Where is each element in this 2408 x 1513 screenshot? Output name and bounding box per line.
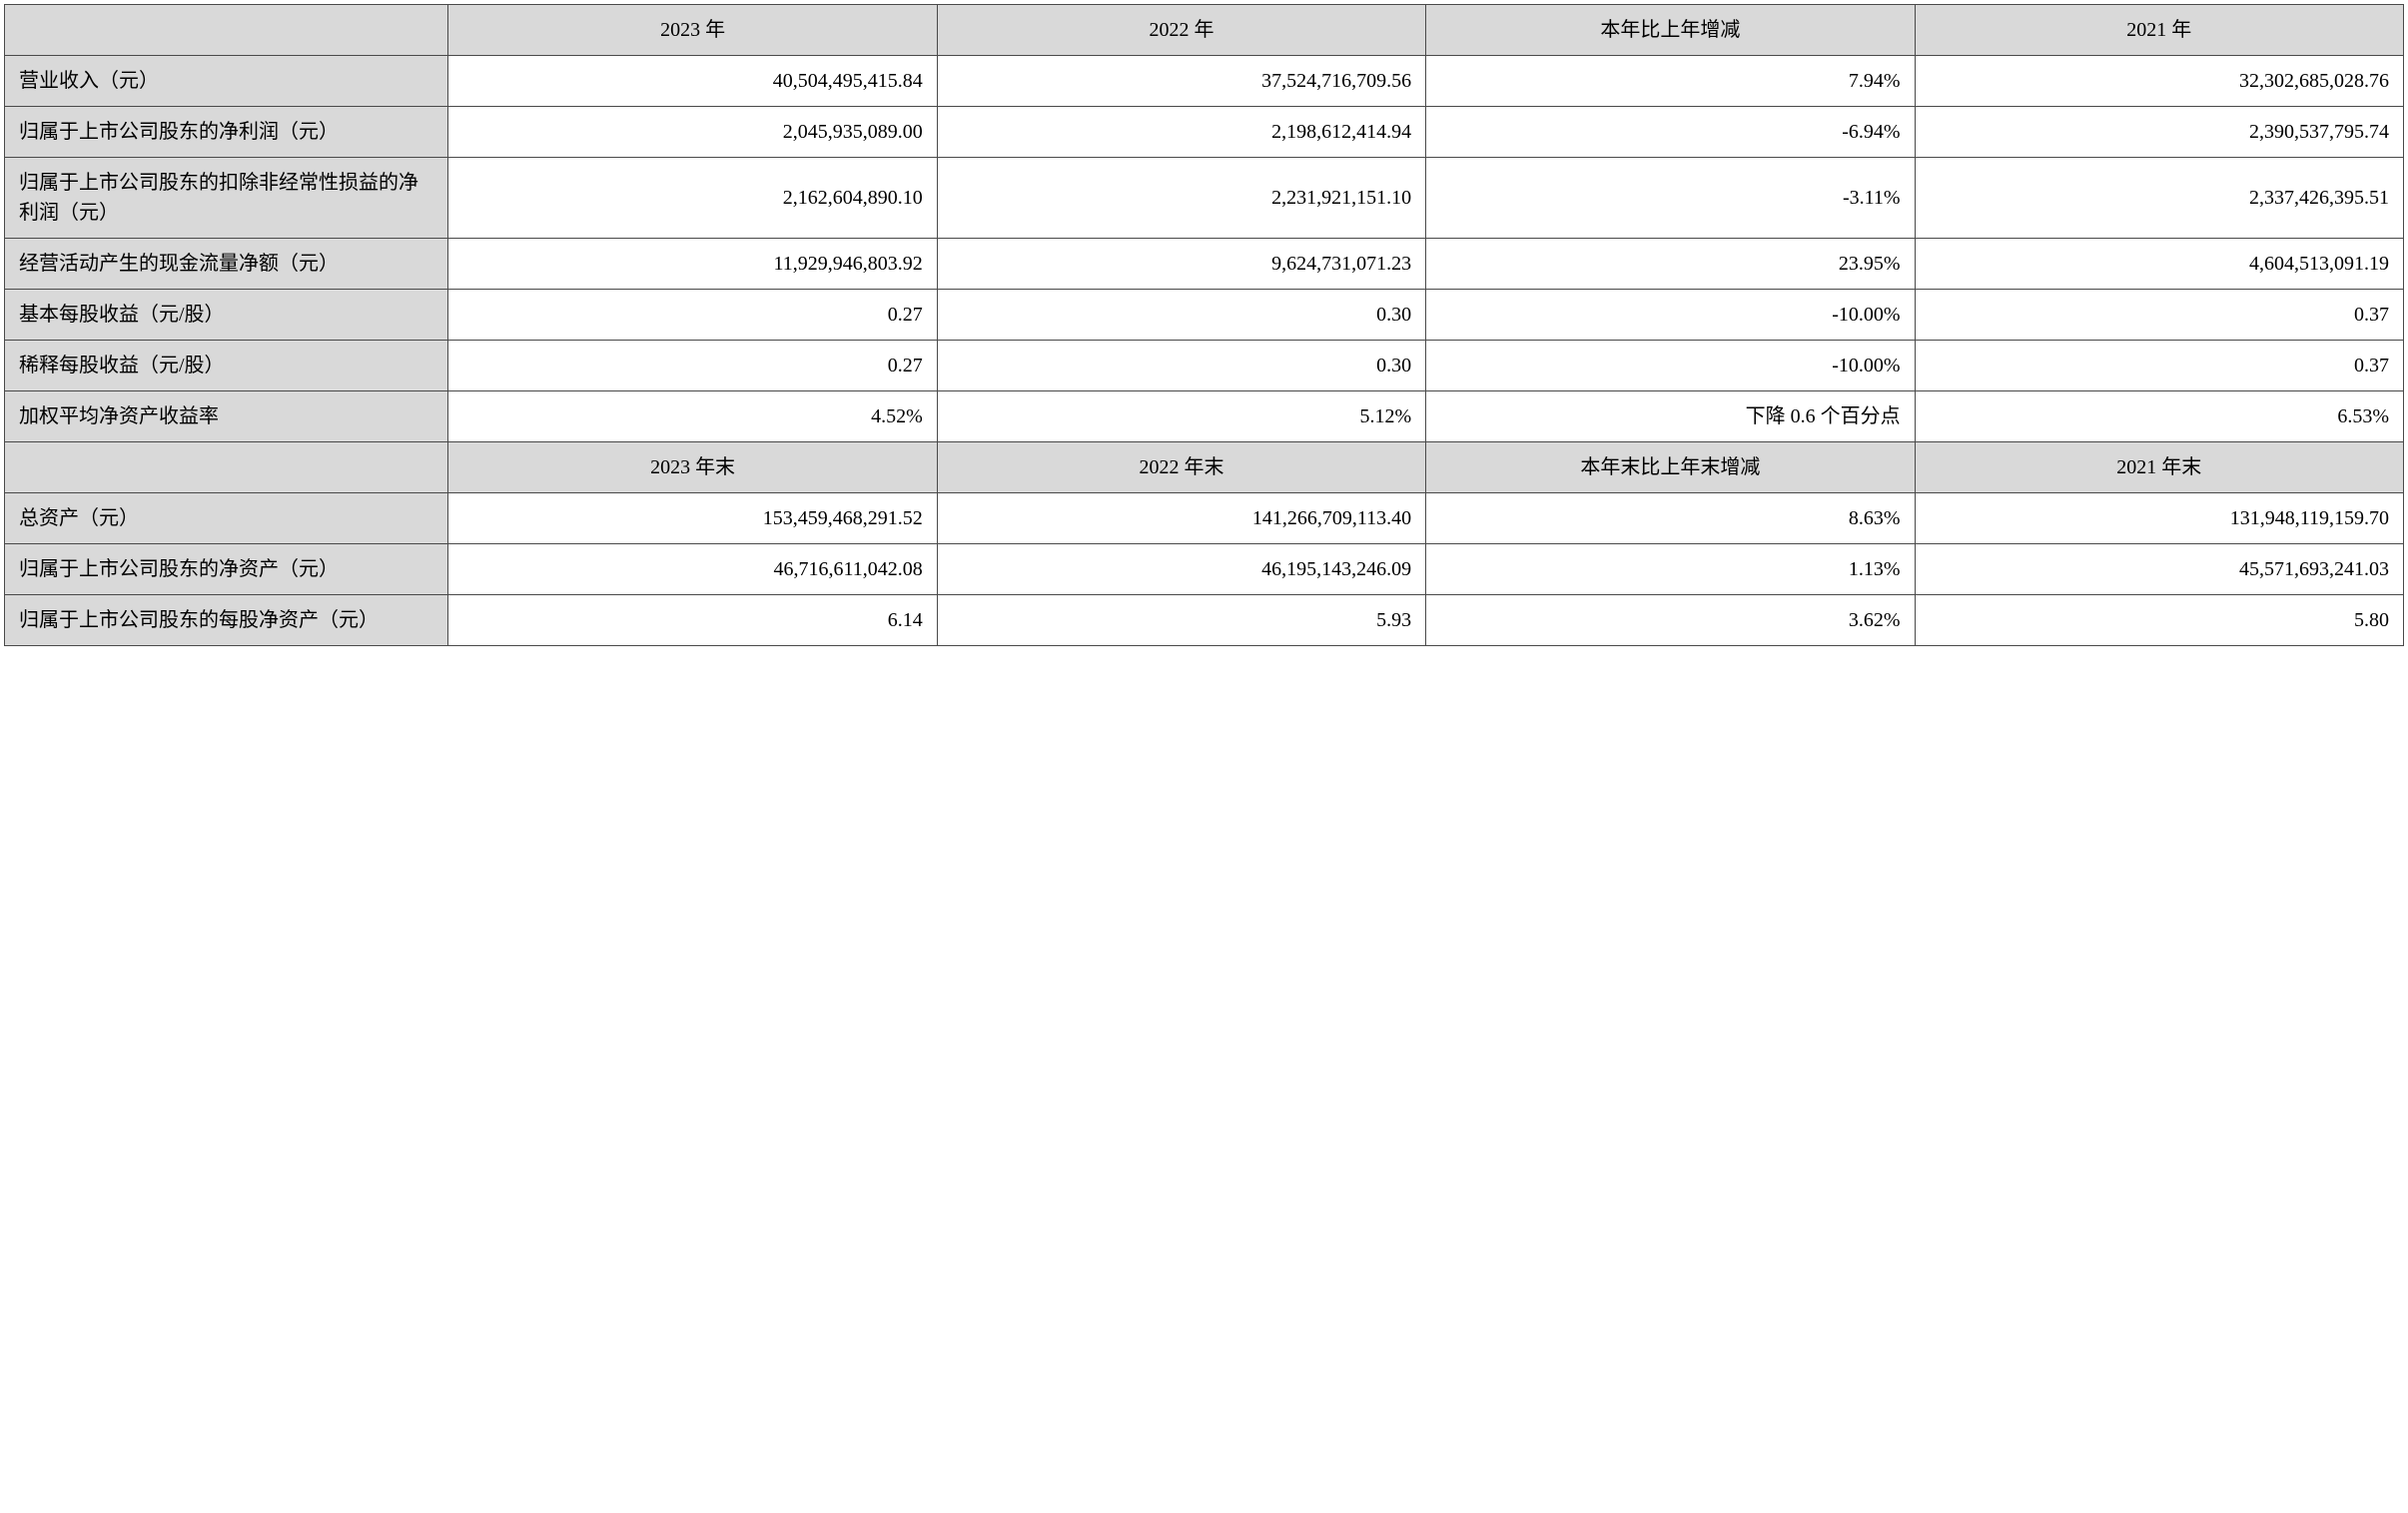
table-row: 归属于上市公司股东的每股净资产（元） 6.14 5.93 3.62% 5.80 [5, 595, 2404, 646]
cell-value: 0.37 [1915, 341, 2403, 391]
cell-value: 2,198,612,414.94 [937, 107, 1425, 158]
row-label: 加权平均净资产收益率 [5, 391, 448, 442]
cell-value: 5.80 [1915, 595, 2403, 646]
cell-value: 5.12% [937, 391, 1425, 442]
cell-value: 3.62% [1426, 595, 1915, 646]
cell-value: 下降 0.6 个百分点 [1426, 391, 1915, 442]
cell-value: -6.94% [1426, 107, 1915, 158]
cell-value: 6.14 [448, 595, 937, 646]
cell-value: 7.94% [1426, 56, 1915, 107]
header-2023: 2023 年 [448, 5, 937, 56]
cell-value: 46,716,611,042.08 [448, 544, 937, 595]
row-label: 经营活动产生的现金流量净额（元） [5, 239, 448, 290]
header-2022: 2022 年 [937, 5, 1425, 56]
cell-value: 9,624,731,071.23 [937, 239, 1425, 290]
cell-value: 46,195,143,246.09 [937, 544, 1425, 595]
cell-value: 45,571,693,241.03 [1915, 544, 2403, 595]
cell-value: -10.00% [1426, 341, 1915, 391]
table-row: 营业收入（元） 40,504,495,415.84 37,524,716,709… [5, 56, 2404, 107]
table-row: 归属于上市公司股东的净资产（元） 46,716,611,042.08 46,19… [5, 544, 2404, 595]
cell-value: 1.13% [1426, 544, 1915, 595]
cell-value: 0.27 [448, 341, 937, 391]
table-row: 经营活动产生的现金流量净额（元） 11,929,946,803.92 9,624… [5, 239, 2404, 290]
cell-value: 37,524,716,709.56 [937, 56, 1425, 107]
table-row: 稀释每股收益（元/股） 0.27 0.30 -10.00% 0.37 [5, 341, 2404, 391]
cell-value: 131,948,119,159.70 [1915, 493, 2403, 544]
cell-value: 6.53% [1915, 391, 2403, 442]
cell-value: 0.30 [937, 290, 1425, 341]
header-change-end: 本年末比上年末增减 [1426, 442, 1915, 493]
cell-value: 153,459,468,291.52 [448, 493, 937, 544]
cell-value: 32,302,685,028.76 [1915, 56, 2403, 107]
row-label: 基本每股收益（元/股） [5, 290, 448, 341]
cell-value: 23.95% [1426, 239, 1915, 290]
table-body: 2023 年 2022 年 本年比上年增减 2021 年 营业收入（元） 40,… [5, 5, 2404, 646]
row-label: 归属于上市公司股东的净资产（元） [5, 544, 448, 595]
header-blank-2 [5, 442, 448, 493]
financial-table: 2023 年 2022 年 本年比上年增减 2021 年 营业收入（元） 40,… [4, 4, 2404, 646]
row-label: 营业收入（元） [5, 56, 448, 107]
row-label: 归属于上市公司股东的每股净资产（元） [5, 595, 448, 646]
row-label: 归属于上市公司股东的净利润（元） [5, 107, 448, 158]
cell-value: 4.52% [448, 391, 937, 442]
table-row: 基本每股收益（元/股） 0.27 0.30 -10.00% 0.37 [5, 290, 2404, 341]
cell-value: -3.11% [1426, 158, 1915, 239]
cell-value: 11,929,946,803.92 [448, 239, 937, 290]
cell-value: 40,504,495,415.84 [448, 56, 937, 107]
cell-value: 2,337,426,395.51 [1915, 158, 2403, 239]
cell-value: 2,045,935,089.00 [448, 107, 937, 158]
cell-value: 2,162,604,890.10 [448, 158, 937, 239]
cell-value: 0.30 [937, 341, 1425, 391]
cell-value: 5.93 [937, 595, 1425, 646]
header-change: 本年比上年增减 [1426, 5, 1915, 56]
cell-value: 8.63% [1426, 493, 1915, 544]
table-row: 归属于上市公司股东的扣除非经常性损益的净利润（元） 2,162,604,890.… [5, 158, 2404, 239]
table-row: 总资产（元） 153,459,468,291.52 141,266,709,11… [5, 493, 2404, 544]
cell-value: 141,266,709,113.40 [937, 493, 1425, 544]
row-label: 稀释每股收益（元/股） [5, 341, 448, 391]
cell-value: 2,231,921,151.10 [937, 158, 1425, 239]
header-row-2: 2023 年末 2022 年末 本年末比上年末增减 2021 年末 [5, 442, 2404, 493]
row-label: 归属于上市公司股东的扣除非经常性损益的净利润（元） [5, 158, 448, 239]
cell-value: 0.37 [1915, 290, 2403, 341]
cell-value: 0.27 [448, 290, 937, 341]
cell-value: 4,604,513,091.19 [1915, 239, 2403, 290]
header-blank-1 [5, 5, 448, 56]
header-2023-end: 2023 年末 [448, 442, 937, 493]
cell-value: -10.00% [1426, 290, 1915, 341]
row-label: 总资产（元） [5, 493, 448, 544]
table-row: 归属于上市公司股东的净利润（元） 2,045,935,089.00 2,198,… [5, 107, 2404, 158]
table-row: 加权平均净资产收益率 4.52% 5.12% 下降 0.6 个百分点 6.53% [5, 391, 2404, 442]
header-row-1: 2023 年 2022 年 本年比上年增减 2021 年 [5, 5, 2404, 56]
cell-value: 2,390,537,795.74 [1915, 107, 2403, 158]
header-2021: 2021 年 [1915, 5, 2403, 56]
header-2022-end: 2022 年末 [937, 442, 1425, 493]
header-2021-end: 2021 年末 [1915, 442, 2403, 493]
